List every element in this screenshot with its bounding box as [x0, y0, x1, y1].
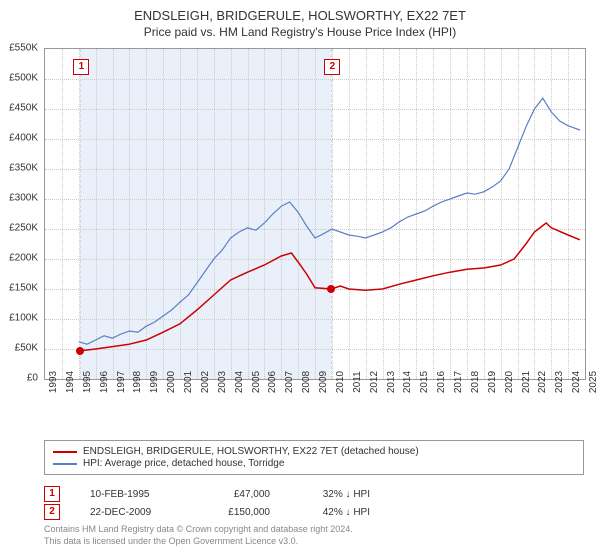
x-axis-label: 2002 [200, 371, 211, 393]
title-block: ENDSLEIGH, BRIDGERULE, HOLSWORTHY, EX22 … [0, 0, 600, 43]
marker-table-price: £47,000 [210, 489, 270, 500]
x-axis-label: 2015 [419, 371, 430, 393]
marker-table-row: 1 10-FEB-1995 £47,000 32% ↓ HPI [44, 486, 370, 502]
x-axis-label: 2019 [487, 371, 498, 393]
x-axis-label: 2020 [504, 371, 515, 393]
marker-table-pct: 42% ↓ HPI [300, 507, 370, 518]
y-axis-label: £450K [0, 103, 38, 114]
x-axis-label: 2001 [183, 371, 194, 393]
marker-table-badge: 1 [44, 486, 60, 502]
footnote-line: Contains HM Land Registry data © Crown c… [44, 524, 353, 536]
y-axis-label: £300K [0, 193, 38, 204]
x-axis-label: 2013 [386, 371, 397, 393]
y-axis-label: £500K [0, 73, 38, 84]
marker-table-pct: 32% ↓ HPI [300, 489, 370, 500]
line-series-svg [45, 49, 585, 379]
y-axis-label: £200K [0, 253, 38, 264]
x-axis-label: 2004 [234, 371, 245, 393]
x-axis-label: 2025 [588, 371, 599, 393]
x-axis-label: 2007 [284, 371, 295, 393]
x-axis-label: 2011 [352, 371, 363, 393]
x-axis-label: 2024 [571, 371, 582, 393]
legend-box: ENDSLEIGH, BRIDGERULE, HOLSWORTHY, EX22 … [44, 440, 584, 475]
chart-container: ENDSLEIGH, BRIDGERULE, HOLSWORTHY, EX22 … [0, 0, 600, 560]
x-axis-label: 1998 [132, 371, 143, 393]
chart-title: ENDSLEIGH, BRIDGERULE, HOLSWORTHY, EX22 … [0, 8, 600, 23]
x-axis-label: 2018 [470, 371, 481, 393]
legend-swatch [53, 451, 77, 453]
x-axis-label: 2006 [267, 371, 278, 393]
footnote-line: This data is licensed under the Open Gov… [44, 536, 353, 548]
x-axis-label: 2017 [453, 371, 464, 393]
x-axis-label: 2023 [554, 371, 565, 393]
legend-label: HPI: Average price, detached house, Torr… [83, 458, 284, 469]
y-axis-label: £350K [0, 163, 38, 174]
legend-label: ENDSLEIGH, BRIDGERULE, HOLSWORTHY, EX22 … [83, 446, 419, 457]
marker-table-price: £150,000 [210, 507, 270, 518]
x-axis-label: 1996 [99, 371, 110, 393]
x-axis-label: 1997 [116, 371, 127, 393]
y-axis-label: £550K [0, 43, 38, 54]
x-axis-label: 1994 [65, 371, 76, 393]
series-line-price_paid [80, 223, 580, 351]
x-axis-label: 2012 [369, 371, 380, 393]
marker-table-date: 10-FEB-1995 [90, 489, 180, 500]
x-axis-label: 1995 [82, 371, 93, 393]
y-axis-label: £250K [0, 223, 38, 234]
x-axis-label: 2009 [318, 371, 329, 393]
x-axis-label: 1999 [149, 371, 160, 393]
x-axis-label: 2014 [402, 371, 413, 393]
chart-subtitle: Price paid vs. HM Land Registry's House … [0, 25, 600, 39]
legend-row: ENDSLEIGH, BRIDGERULE, HOLSWORTHY, EX22 … [53, 446, 575, 457]
y-axis-label: £100K [0, 313, 38, 324]
x-axis-label: 2003 [217, 371, 228, 393]
marker-table: 1 10-FEB-1995 £47,000 32% ↓ HPI 2 22-DEC-2009… [44, 484, 370, 522]
y-axis-label: £150K [0, 283, 38, 294]
x-axis-label: 2005 [251, 371, 262, 393]
chart-area: 12 £0£50K£100K£150K£200K£250K£300K£350K£… [44, 48, 584, 408]
series-line-hpi [79, 98, 580, 344]
y-axis-label: £50K [0, 343, 38, 354]
footnote: Contains HM Land Registry data © Crown c… [44, 524, 353, 547]
y-axis-label: £0 [0, 373, 38, 384]
legend-swatch [53, 463, 77, 465]
x-axis-label: 2021 [521, 371, 532, 393]
plot-area: 12 [44, 48, 586, 380]
legend-row: HPI: Average price, detached house, Torr… [53, 458, 575, 469]
x-axis-label: 2008 [301, 371, 312, 393]
marker-table-date: 22-DEC-2009 [90, 507, 180, 518]
x-axis-label: 2010 [335, 371, 346, 393]
marker-table-badge: 2 [44, 504, 60, 520]
x-axis-label: 2016 [436, 371, 447, 393]
x-axis-label: 2000 [166, 371, 177, 393]
x-axis-label: 1993 [48, 371, 59, 393]
x-axis-label: 2022 [537, 371, 548, 393]
y-axis-label: £400K [0, 133, 38, 144]
marker-table-row: 2 22-DEC-2009 £150,000 42% ↓ HPI [44, 504, 370, 520]
